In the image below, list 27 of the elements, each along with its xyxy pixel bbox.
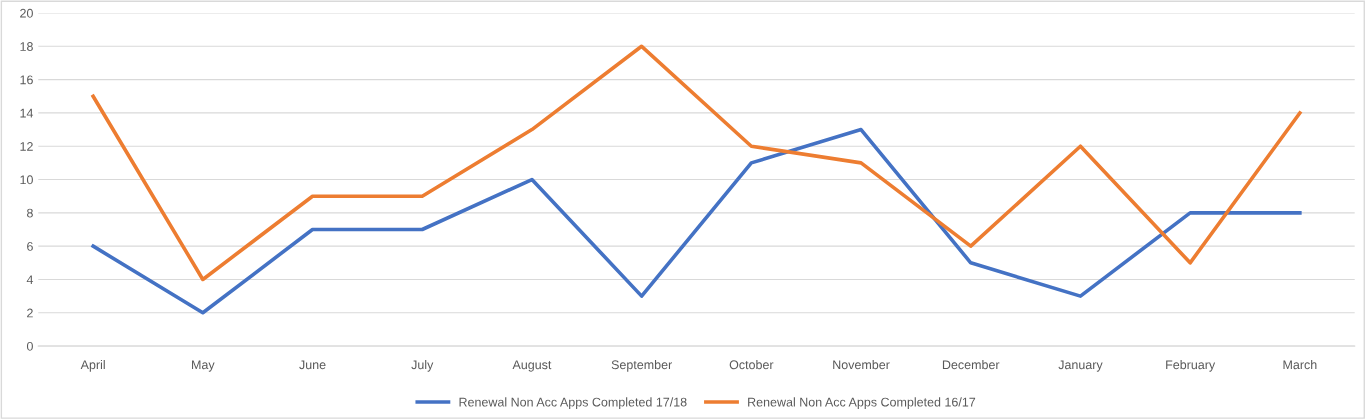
x-tick-label: February bbox=[1166, 359, 1216, 372]
x-tick-label: June bbox=[299, 360, 326, 370]
x-tick-label: March bbox=[1283, 359, 1317, 370]
y-tick-label: 8 bbox=[27, 208, 33, 218]
y-tick-label: 4 bbox=[26, 275, 34, 284]
y-tick-label: 16 bbox=[20, 75, 33, 85]
x-tick-label: November bbox=[833, 359, 890, 370]
x-tick-label: May bbox=[192, 360, 215, 372]
x-tick-label: October bbox=[729, 359, 774, 370]
x-tick-label: September bbox=[611, 359, 672, 372]
y-tick-label: 6 bbox=[27, 241, 33, 251]
legend-label: Renewal Non Acc Apps Completed 16/17 bbox=[748, 397, 976, 409]
x-tick-label: August bbox=[512, 360, 552, 372]
y-tick-label: 20 bbox=[20, 8, 33, 18]
y-tick-label: 2 bbox=[27, 308, 33, 318]
line-series bbox=[91, 44, 1302, 282]
x-tick-label: January bbox=[1058, 360, 1103, 372]
y-tick-label: 12 bbox=[20, 142, 33, 151]
x-tick-label: April bbox=[80, 359, 105, 372]
y-tick-label: 18 bbox=[20, 42, 33, 51]
legend-label: Renewal Non Acc Apps Completed 17/18 bbox=[459, 397, 687, 409]
y-tick-label: 14 bbox=[20, 108, 34, 118]
y-tick-label: 0 bbox=[26, 341, 33, 351]
x-tick-label: December bbox=[942, 359, 1000, 370]
line-series bbox=[91, 127, 1302, 315]
y-tick-label: 10 bbox=[20, 175, 33, 185]
x-tick-label: July bbox=[411, 359, 434, 372]
